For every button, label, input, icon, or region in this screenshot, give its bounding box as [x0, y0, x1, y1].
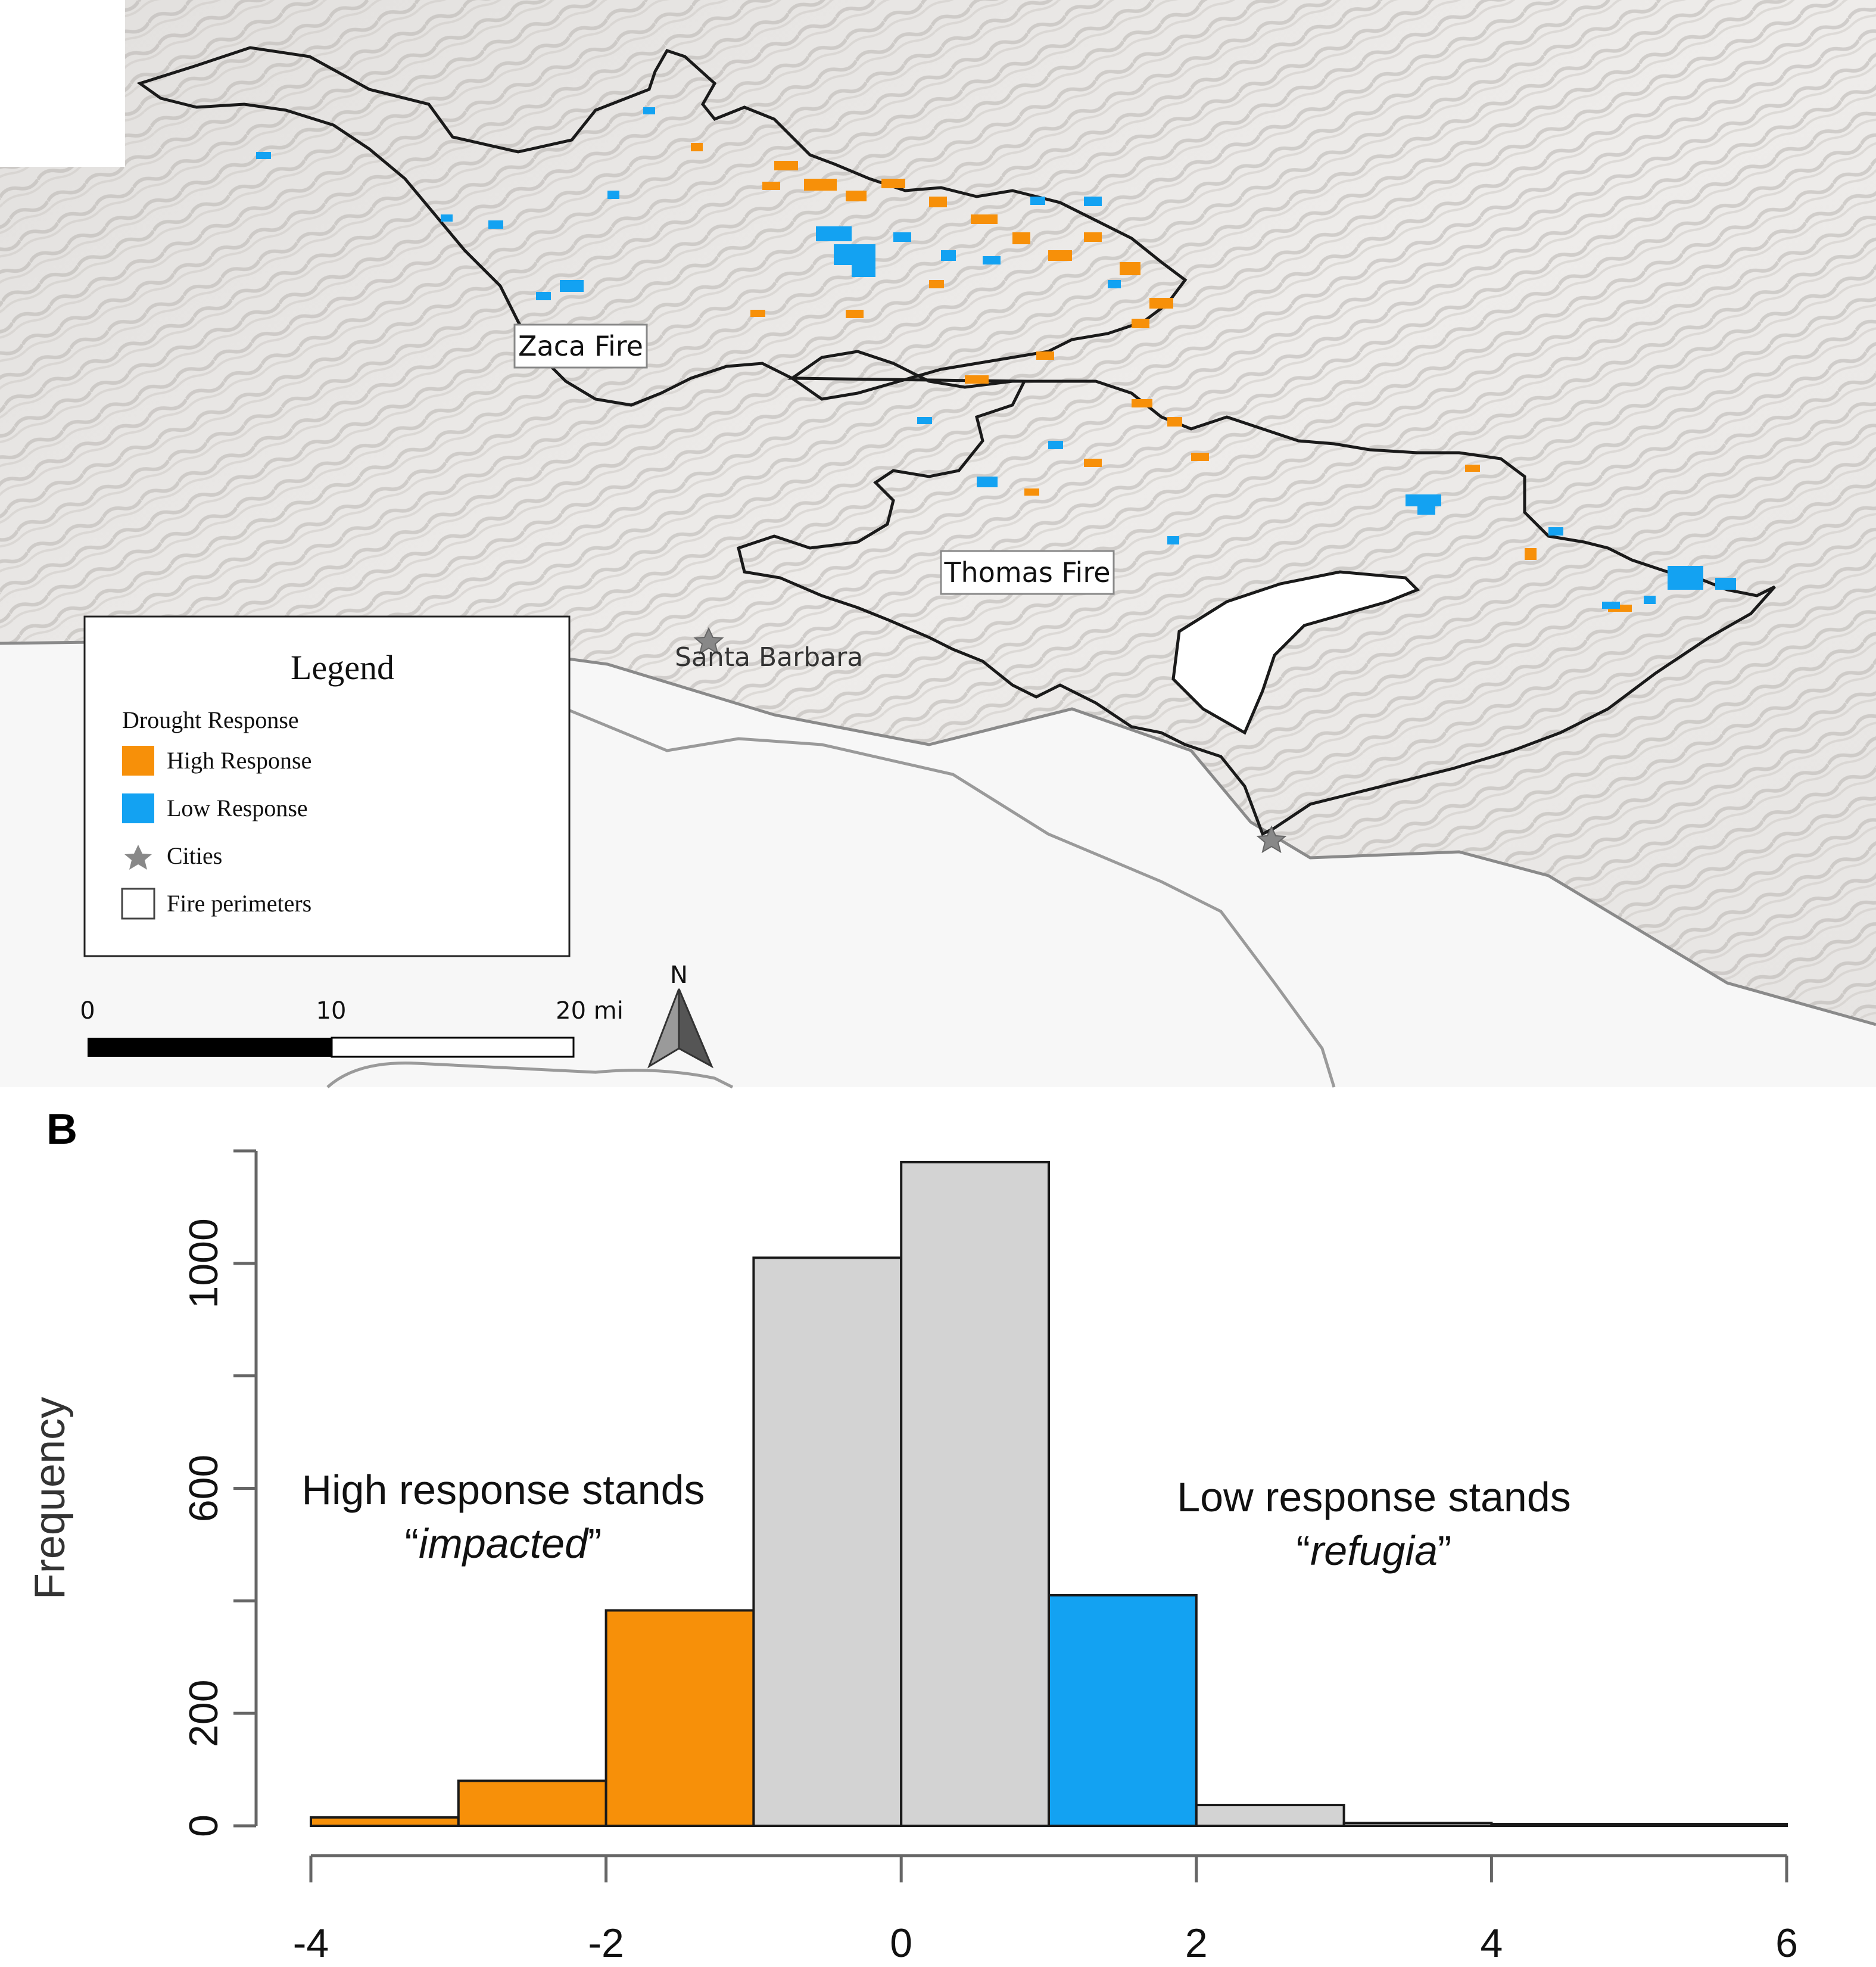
- thomas-fire-label-box: [940, 550, 1115, 595]
- panel-a-label-box: [0, 0, 125, 167]
- thomas-fire-perimeter: [737, 350, 1776, 836]
- zaca-fire-label-group: Zaca Fire: [513, 323, 648, 369]
- legend-label-high: High Response: [167, 747, 311, 774]
- legend-title: Legend: [291, 648, 394, 687]
- legend-subtitle: Drought Response: [122, 706, 299, 733]
- y-axis-title: Frequency: [26, 1397, 74, 1599]
- island-outline: [326, 1062, 734, 1089]
- north-arrow: N: [647, 961, 714, 1069]
- thomas-unburned-island: [1171, 570, 1420, 735]
- scale-label-10: 10: [316, 997, 347, 1025]
- map-legend: Legend Drought Response High Response Lo…: [83, 615, 571, 957]
- city-star-santa-barbara: [693, 627, 724, 655]
- bathymetry-line: [565, 707, 1336, 1088]
- histogram-bar: [457, 1779, 607, 1827]
- santa-barbara-label: Santa Barbara: [675, 642, 863, 673]
- histogram-bar: [752, 1256, 903, 1827]
- histogram-panel: 0 200 600 1000 -4 -2 0 2 4 6 Frequency High respo…: [26, 1149, 1798, 1966]
- thomas-fire-label-group: Thomas Fire: [940, 550, 1115, 595]
- legend-label-perimeter: Fire perimeters: [167, 890, 311, 917]
- x-tick-label: -2: [588, 1921, 624, 1966]
- scale-label-20: 20 mi: [556, 997, 624, 1025]
- north-label: N: [670, 961, 688, 989]
- annotation-low-line2: “refugia”: [1297, 1527, 1452, 1574]
- histogram-bars: [310, 1160, 1788, 1828]
- zaca-fire-label: Zaca Fire: [518, 330, 643, 362]
- y-tick-label: 200: [181, 1679, 226, 1747]
- histogram-bar: [310, 1816, 460, 1827]
- legend-star-icon: [124, 845, 152, 870]
- legend-box: [83, 615, 571, 957]
- x-tick-label: 6: [1775, 1921, 1798, 1966]
- annotation-high-line1: High response stands: [301, 1467, 705, 1513]
- city-star-ventura: [1256, 825, 1287, 854]
- x-tick-label: -4: [293, 1921, 329, 1966]
- legend-label-cities: Cities: [167, 842, 222, 869]
- y-tick-label: 600: [181, 1455, 226, 1522]
- histogram-bar: [604, 1609, 755, 1828]
- low-response-patches: [256, 107, 1736, 609]
- annotation-low: Low response stands “refugia”: [1177, 1474, 1571, 1574]
- zaca-fire-label-box: [513, 323, 648, 369]
- north-arrow-dark-half: [678, 988, 714, 1069]
- scale-label-0: 0: [80, 997, 95, 1025]
- legend-label-low: Low Response: [167, 795, 308, 821]
- annotation-high-line2: “impacted”: [405, 1520, 602, 1567]
- legend-swatch-perimeter: [121, 888, 155, 920]
- x-tick-label: 2: [1185, 1921, 1208, 1966]
- histogram-bar: [1490, 1823, 1641, 1827]
- y-tick-label: 1000: [181, 1218, 226, 1308]
- thomas-fire-label: Thomas Fire: [943, 556, 1110, 589]
- histogram-axes: 0 200 600 1000 -4 -2 0 2 4 6: [181, 1149, 1798, 1966]
- annotation-low-line1: Low response stands: [1177, 1474, 1571, 1520]
- annotation-high: High response stands “impacted”: [301, 1467, 705, 1567]
- legend-swatch-high: [122, 746, 154, 776]
- legend-swatch-low: [122, 793, 154, 823]
- scale-bar-white: [331, 1037, 575, 1058]
- scale-bar-black: [88, 1038, 332, 1057]
- scale-bar: 0 10 20 mi: [80, 997, 624, 1058]
- histogram-bar: [1048, 1593, 1198, 1827]
- map-panel: Zaca Fire Thomas Fire Santa Barbara Lege…: [0, 0, 1876, 1089]
- x-tick-label: 4: [1480, 1921, 1503, 1966]
- x-tick-label: 0: [890, 1921, 912, 1966]
- histogram-bar: [1195, 1804, 1345, 1828]
- zaca-fire-perimeter: [136, 46, 1188, 407]
- y-tick-label: 0: [181, 1815, 226, 1837]
- histogram-bar: [1342, 1822, 1493, 1827]
- histogram-bar: [1638, 1823, 1788, 1827]
- panel-b-letter: B: [46, 1106, 77, 1153]
- histogram-bar: [900, 1160, 1050, 1827]
